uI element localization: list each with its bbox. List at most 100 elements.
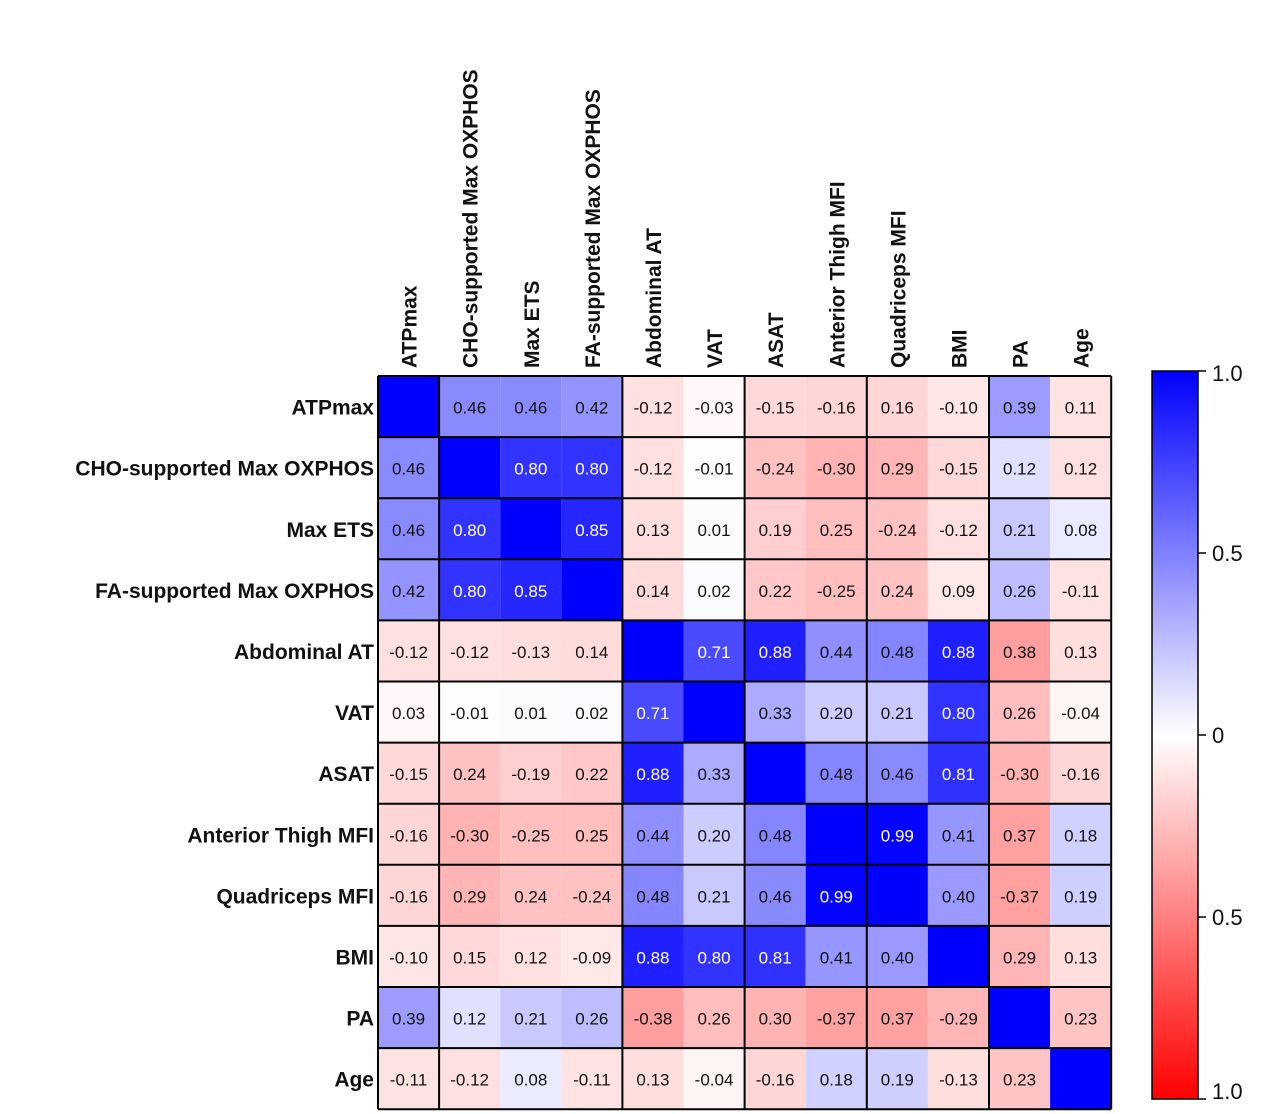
cell-value-label: -0.10: [939, 399, 978, 418]
cell-value-label: 0.21: [1003, 521, 1036, 540]
heatmap-cell: [439, 925, 501, 987]
heatmap-cell: [1050, 864, 1112, 926]
heatmap-cell: [805, 437, 867, 499]
cell-value-label: 0.12: [1064, 460, 1097, 479]
colorbar-tick-label: 1.0: [1212, 1079, 1243, 1104]
heatmap-cell: [744, 1048, 806, 1110]
heatmap-cell: [500, 620, 562, 682]
cell-value-label: -0.12: [389, 643, 428, 662]
cell-value-label: 0.88: [636, 948, 669, 967]
heatmap-cell: [866, 681, 928, 743]
cell-value-label: -0.09: [572, 948, 611, 967]
cell-value-label: -0.30: [450, 826, 489, 845]
heatmap-cell: [989, 620, 1051, 682]
cell-value-label: 0.39: [392, 1010, 425, 1029]
heatmap-cell: [927, 620, 989, 682]
cell-value-label: -0.04: [1061, 704, 1100, 723]
row-label: PA: [346, 1008, 374, 1031]
row-label: Max ETS: [286, 519, 374, 542]
cell-value-label: -0.30: [817, 460, 856, 479]
cell-value-label: 0.48: [820, 765, 853, 784]
heatmap-cell: [805, 742, 867, 804]
column-label: CHO-supported Max OXPHOS: [460, 69, 483, 368]
heatmap-cell: [1050, 559, 1112, 621]
heatmap-cell: [805, 559, 867, 621]
heatmap-cell: [622, 620, 684, 682]
heatmap-cell: [744, 925, 806, 987]
cell-value-label: -0.15: [756, 399, 795, 418]
row-label: Abdominal AT: [234, 641, 374, 664]
cell-value-label: -0.15: [389, 765, 428, 784]
heatmap-cell: [378, 620, 440, 682]
heatmap-cell: [744, 864, 806, 926]
heatmap-cell: [866, 376, 928, 438]
colorbar: 1.0 0.5 0 0.5 1.0: [1151, 361, 1243, 1104]
cell-value-label: 0.26: [1003, 704, 1036, 723]
heatmap-cell: [927, 742, 989, 804]
heatmap-cell: [1050, 620, 1112, 682]
cell-value-label: 0.19: [1064, 887, 1097, 906]
heatmap-cell: [866, 620, 928, 682]
cell-value-label: 0.81: [942, 765, 975, 784]
cell-value-label: -0.37: [1000, 887, 1039, 906]
cell-value-label: -0.16: [817, 399, 856, 418]
heatmap-cell: [989, 742, 1051, 804]
cell-value-label: 0.15: [453, 948, 486, 967]
cell-value-label: 0.29: [881, 460, 914, 479]
heatmap-cell: [989, 987, 1051, 1049]
cell-value-label: 0.08: [1064, 521, 1097, 540]
heatmap-cell: [500, 498, 562, 560]
cell-value-label: 0.20: [698, 826, 731, 845]
heatmap-cell: [927, 1048, 989, 1110]
heatmap-cell: [561, 620, 623, 682]
colorbar-gradient: [1151, 370, 1199, 1100]
heatmap-cell: [927, 864, 989, 926]
heatmap-cell: [500, 803, 562, 865]
heatmap-cell: [622, 559, 684, 621]
heatmap-cell: [622, 742, 684, 804]
heatmap-cell: [500, 681, 562, 743]
heatmap-cell: [683, 1048, 745, 1110]
cell-value-label: 0.46: [392, 521, 425, 540]
heatmap-cell: [744, 376, 806, 438]
cell-value-label: -0.30: [1000, 765, 1039, 784]
cell-value-label: -0.03: [695, 399, 734, 418]
cell-value-label: 0.42: [392, 582, 425, 601]
column-label: VAT: [704, 329, 727, 368]
cell-value-label: 0.42: [575, 399, 608, 418]
cell-value-label: -0.24: [878, 521, 917, 540]
heatmap-cell: [805, 864, 867, 926]
cell-value-label: 0.09: [942, 582, 975, 601]
heatmap-cell: [622, 1048, 684, 1110]
cell-value-label: 0.48: [881, 643, 914, 662]
cell-value-label: 0.46: [881, 765, 914, 784]
cell-value-label: 0.44: [820, 643, 853, 662]
heatmap-cell: [622, 864, 684, 926]
cell-value-label: -0.12: [634, 460, 673, 479]
heatmap-cell: [683, 620, 745, 682]
cell-value-label: -0.11: [573, 1071, 611, 1090]
heatmap-cell: [1050, 803, 1112, 865]
cell-value-label: 0.14: [575, 643, 608, 662]
cell-value-label: 0.23: [1064, 1010, 1097, 1029]
colorbar-tick-label: 0.5: [1212, 541, 1243, 566]
heatmap-cell: [927, 376, 989, 438]
cell-value-label: 0.13: [636, 1071, 669, 1090]
heatmap-cell: [500, 1048, 562, 1110]
heatmap-cell: [1050, 987, 1112, 1049]
heatmap-cell: [866, 437, 928, 499]
cell-value-label: 0.99: [820, 887, 853, 906]
heatmap-cell: [378, 864, 440, 926]
heatmap-cell: [805, 620, 867, 682]
heatmap-cell: [500, 559, 562, 621]
heatmap-cell: [989, 1048, 1051, 1110]
heatmap-cell: [378, 1048, 440, 1110]
heatmap-cell: [989, 376, 1051, 438]
column-label: FA-supported Max OXPHOS: [582, 89, 605, 368]
cell-value-label: 0.14: [636, 582, 669, 601]
heatmap-cell: [744, 803, 806, 865]
heatmap-cell: [927, 559, 989, 621]
cell-value-label: 0.29: [453, 887, 486, 906]
heatmap-cell: [683, 864, 745, 926]
cell-value-label: 0.08: [514, 1071, 547, 1090]
